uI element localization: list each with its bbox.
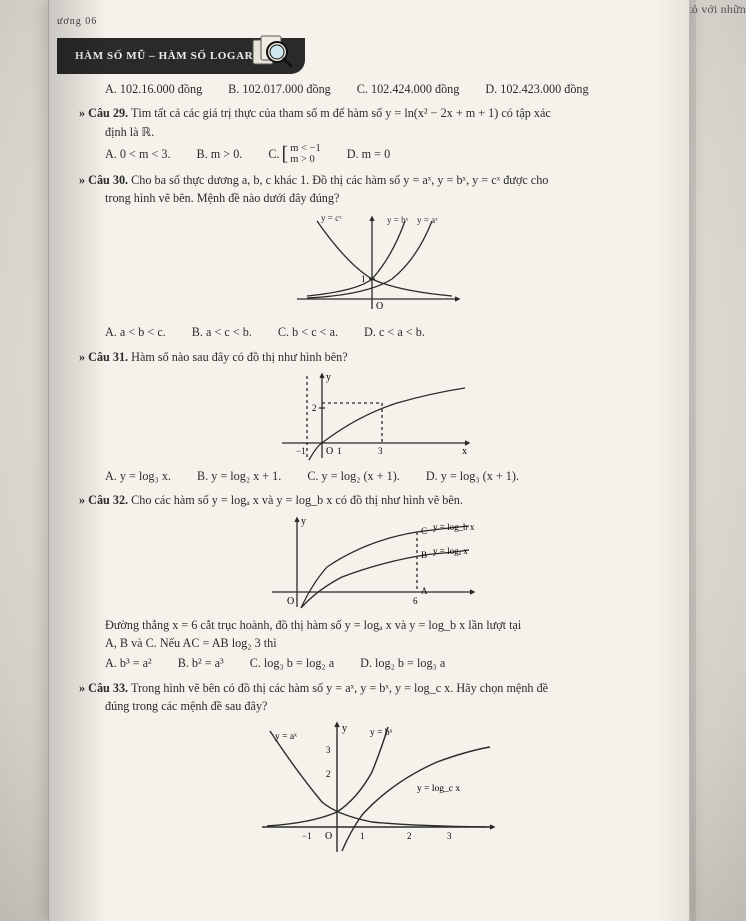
svg-text:C: C [421,526,427,536]
svg-text:3: 3 [378,446,383,456]
q29: » Câu 29. Tìm tất cả các giá trị thực củ… [79,104,665,165]
svg-text:B: B [421,550,427,560]
q31-opt-b: B. y = log₂ x + 1. [197,467,281,485]
q32: » Câu 32. Cho các hàm số y = logₐ x và y… [79,491,665,672]
svg-text:y = log_c x: y = log_c x [417,784,460,794]
svg-text:y = bˣ: y = bˣ [370,728,393,738]
q31-opt-d: D. y = log₃ (x + 1). [426,467,519,485]
page: ương 06 HÀM SỐ MŨ – HÀM SỐ LOGARIT A. 10… [48,0,690,921]
svg-text:2: 2 [326,769,331,779]
q28-options: A. 102.16.000 đồng B. 102.017.000 đồng C… [105,80,665,98]
svg-text:y: y [326,372,331,383]
q28-opt-b: B. 102.017.000 đồng [228,80,331,98]
svg-text:3: 3 [326,745,331,755]
magnifier-icon [249,28,293,72]
q31-chart: y x O 2 1 3 −1 [267,368,477,463]
q28-opt-c: C. 102.424.000 đồng [357,80,460,98]
q31-opt-a: A. y = log₃ x. [105,467,171,485]
q30-chart: y = cˣ y = bˣ y = aˣ O 1 [277,209,467,319]
q30-text2: trong hình vẽ bên. Mệnh đề nào dưới đây … [105,189,665,207]
svg-text:2: 2 [312,403,317,413]
q33-chart: y y = aˣ y = bˣ y = log_c x O −1 1 2 3 3… [242,717,502,857]
svg-text:y = aˣ: y = aˣ [275,732,297,742]
svg-text:y = bˣ: y = bˣ [387,215,409,225]
svg-text:1: 1 [337,446,342,456]
q29-text2: định là ℝ. [105,123,665,141]
q29-text1: Tìm tất cả các giá trị thực của tham số … [131,106,551,120]
q29-opt-b: B. m > 0. [197,145,243,163]
q32-text: Cho các hàm số y = logₐ x và y = log_b x… [131,493,463,507]
svg-text:O: O [326,446,333,457]
q32-opt-a: A. b³ = a² [105,654,152,672]
q31: » Câu 31. Hàm số nào sau đây có đồ thị n… [79,348,665,486]
q32-opt-d: D. log₂ b = log₃ a [360,654,445,672]
q30: » Câu 30. Cho ba số thực dương a, b, c k… [79,171,665,342]
q32-opt-b: B. b² = a³ [178,654,224,672]
q32-para2: A, B và C. Nếu AC = AB log₂ 3 thì [105,634,665,652]
q32-opt-c: C. log₃ b = log₂ a [250,654,334,672]
q30-text1: Cho ba số thực dương a, b, c khác 1. Đồ … [131,173,548,187]
q28-opt-a: A. 102.16.000 đồng [105,80,202,98]
q30-opt-c: C. b < c < a. [278,323,338,341]
q29-opt-c: C. [ m < −1 m > 0 [268,143,320,165]
q33: » Câu 33. Trong hình vẽ bên có đồ thị cá… [79,679,665,858]
svg-text:O: O [376,301,383,312]
q31-text: Hàm số nào sau đây có đồ thị như hình bê… [131,350,347,364]
q30-opt-b: B. a < c < b. [192,323,252,341]
svg-text:x: x [462,446,467,457]
q33-text1: Trong hình vẽ bên có đồ thị các hàm số y… [131,681,548,695]
svg-text:1: 1 [360,831,365,841]
svg-text:y: y [342,723,347,734]
q29-opt-a: A. 0 < m < 3. [105,145,171,163]
svg-text:−1: −1 [296,446,306,456]
svg-text:2: 2 [407,831,412,841]
svg-text:O: O [287,596,294,607]
svg-text:−1: −1 [302,831,312,841]
q31-opt-c: C. y = log₂ (x + 1). [307,467,399,485]
q30-opt-d: D. c < a < b. [364,323,425,341]
q33-text2: đúng trong các mệnh đề sau đây? [105,697,665,715]
svg-text:y: y [301,516,306,527]
svg-text:O: O [325,831,332,842]
bracket-icon: [ [282,147,289,161]
svg-text:3: 3 [447,831,452,841]
svg-text:y = cˣ: y = cˣ [321,213,342,223]
q32-chart: y O 6 A B C y = log_b x y = logₐ x [257,512,487,612]
svg-text:A: A [421,586,428,596]
q29-opt-d: D. m = 0 [347,145,390,163]
svg-text:y = logₐ x: y = logₐ x [433,546,468,556]
q30-opt-a: A. a < b < c. [105,323,166,341]
q32-para1: Đường thẳng x = 6 cắt trục hoành, đồ thị… [105,616,665,634]
svg-text:y = aˣ: y = aˣ [417,215,438,225]
svg-text:1: 1 [361,274,366,284]
q28-opt-d: D. 102.423.000 đồng [485,80,588,98]
svg-text:6: 6 [413,596,418,606]
svg-text:y = log_b x: y = log_b x [433,522,475,532]
